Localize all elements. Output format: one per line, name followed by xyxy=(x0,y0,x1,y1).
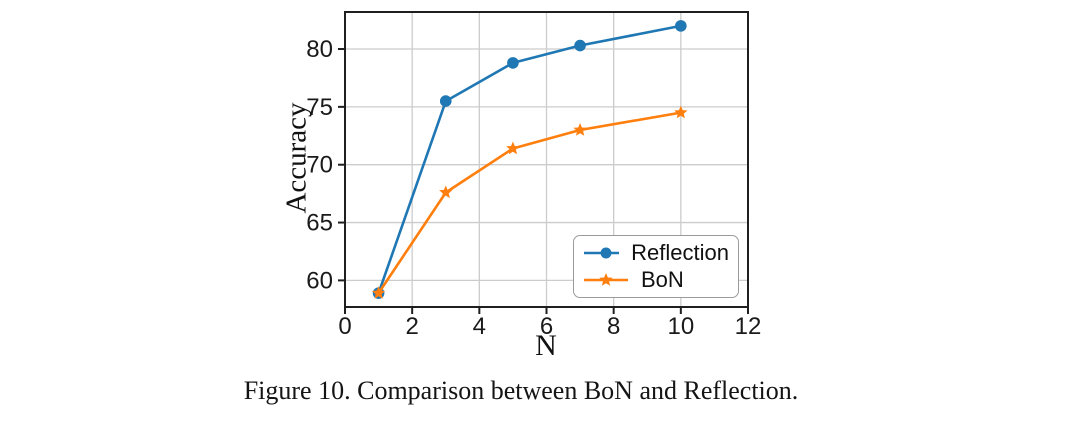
x-tick-label: 12 xyxy=(735,313,762,340)
data-point-bon xyxy=(573,123,587,136)
x-tick-label: 10 xyxy=(667,313,694,340)
legend-sample-bon xyxy=(584,273,628,286)
data-point-reflection xyxy=(507,57,519,69)
x-tick-label: 2 xyxy=(405,313,418,340)
legend-label-reflection: Reflection xyxy=(631,240,729,265)
legend-row: Reflection xyxy=(583,240,729,266)
y-tick-label: 65 xyxy=(306,210,333,237)
data-point-reflection xyxy=(439,95,452,107)
legend-sample-reflection xyxy=(584,247,620,259)
legend-label-bon: BoN xyxy=(641,267,684,292)
data-point-bon xyxy=(506,141,520,155)
legend-row: BoN xyxy=(583,267,729,293)
x-tick-label: 8 xyxy=(607,313,620,340)
x-tick-label: 0 xyxy=(338,313,351,340)
y-tick-label: 75 xyxy=(306,94,333,121)
y-tick-label: 60 xyxy=(306,267,333,294)
data-point-reflection xyxy=(675,20,687,32)
figure-caption: Figure 10. Comparison between BoN and Re… xyxy=(243,376,799,405)
legend: Reflection BoN xyxy=(573,235,739,298)
x-tick-label: 6 xyxy=(540,313,553,340)
x-axis-label: N xyxy=(535,329,557,362)
data-point-reflection xyxy=(574,39,586,52)
data-point-bon xyxy=(371,286,386,299)
y-axis-label: Accuracy xyxy=(280,102,313,214)
x-tick-label: 4 xyxy=(473,313,486,340)
data-point-bon xyxy=(674,105,688,119)
y-tick-label: 70 xyxy=(306,152,333,179)
data-point-bon xyxy=(439,185,453,199)
y-tick-label: 80 xyxy=(306,36,333,63)
